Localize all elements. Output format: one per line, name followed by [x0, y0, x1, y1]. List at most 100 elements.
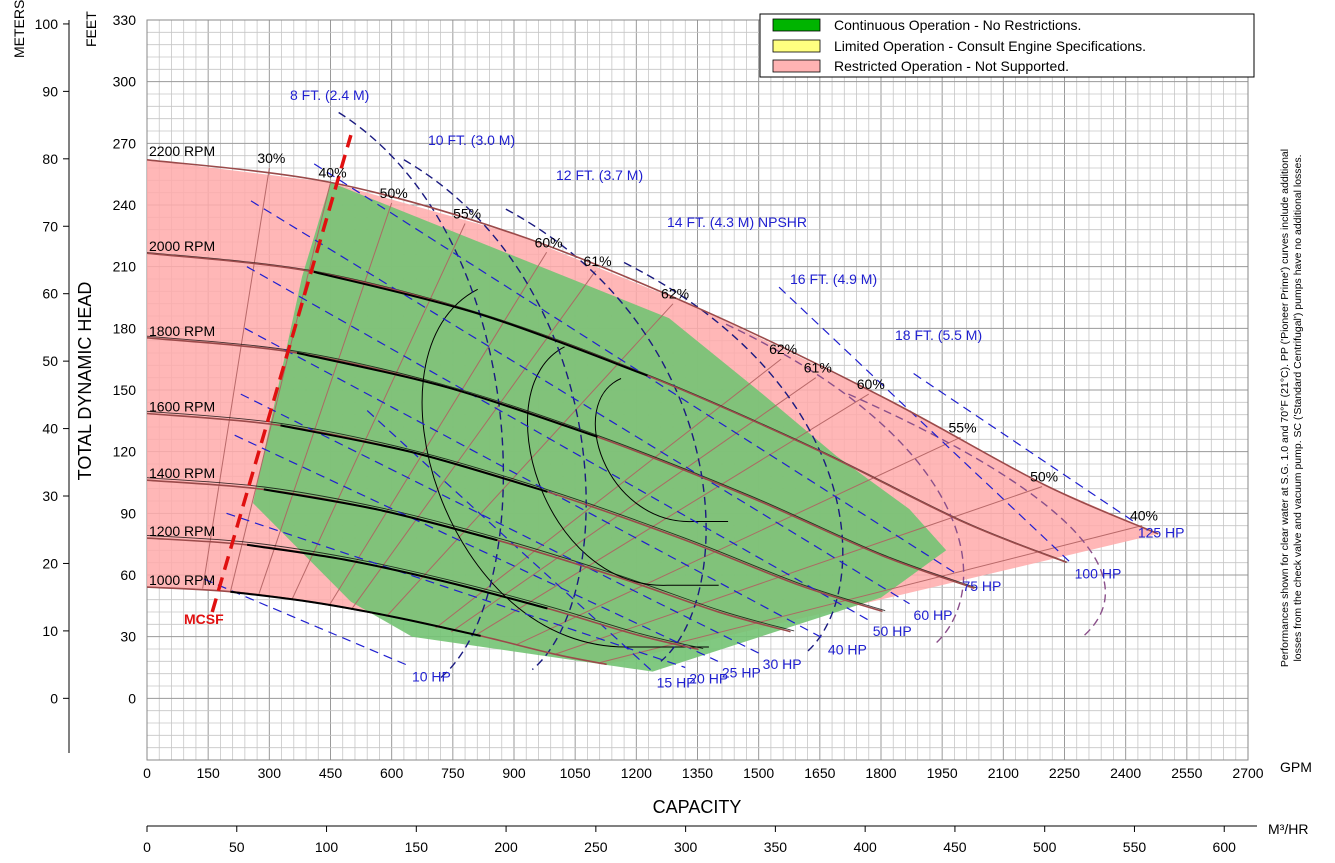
- efficiency-label: 60%: [535, 234, 563, 250]
- x-tick-gpm: 2400: [1110, 765, 1141, 781]
- y2-units-meters: METERS: [11, 0, 27, 58]
- x-tick-gpm: 2250: [1049, 765, 1080, 781]
- npshr-label: 18 FT. (5.5 M): [895, 327, 982, 343]
- legend-swatch-continuous: [772, 18, 821, 32]
- rpm-curve-bold: [313, 270, 648, 377]
- npshr-label: 16 FT. (4.9 M): [790, 271, 877, 287]
- rpm-curves: [147, 159, 1159, 666]
- efficiency-label: 62%: [661, 286, 689, 302]
- y-axis-title: TOTAL DYNAMIC HEAD: [75, 282, 95, 481]
- x-tick-gpm: 900: [502, 765, 526, 781]
- x2-tick-m3hr: 450: [943, 839, 967, 855]
- rpm-curve-bold: [230, 590, 481, 637]
- performance-note-line-1: Performances shown for clear water at S.…: [1279, 149, 1291, 667]
- x2-tick-m3hr: 100: [315, 839, 339, 855]
- x-tick-gpm: 2550: [1171, 765, 1202, 781]
- x2-tick-m3hr: 150: [405, 839, 429, 855]
- npshr-label: 12 FT. (3.7 M): [556, 167, 643, 183]
- efficiency-label: 50%: [380, 185, 408, 201]
- legend-swatch-restricted: [772, 59, 821, 73]
- npshr-label: 14 FT. (4.3 M) NPSHR: [667, 214, 807, 230]
- x-tick-gpm: 1950: [927, 765, 958, 781]
- y-tick-feet: 60: [120, 567, 136, 583]
- y2-tick-meters: 70: [42, 218, 58, 234]
- npshr-curve: [338, 111, 505, 679]
- x-tick-gpm: 1500: [743, 765, 774, 781]
- efficiency-label: 61%: [584, 253, 612, 269]
- npshr-label: 8 FT. (2.4 M): [290, 87, 369, 103]
- hp-label: 125 HP: [1138, 525, 1185, 541]
- x2-tick-m3hr: 250: [584, 839, 608, 855]
- hp-line: [240, 393, 759, 654]
- rpm-curve-bold: [280, 424, 548, 493]
- y-tick-feet: 180: [113, 320, 137, 336]
- x-tick-gpm: 1650: [804, 765, 835, 781]
- x2-tick-m3hr: 550: [1123, 839, 1147, 855]
- y2-tick-meters: 100: [35, 16, 59, 32]
- hp-line: [313, 163, 959, 576]
- efficiency-line: [385, 303, 674, 617]
- rpm-curve-bold: [246, 543, 548, 610]
- x2-tick-m3hr: 200: [494, 839, 518, 855]
- rpm-curve: [147, 159, 1159, 535]
- head-curve: [147, 410, 886, 612]
- y-tick-feet: 210: [113, 259, 137, 275]
- x-tick-gpm: 1200: [621, 765, 652, 781]
- efficiency-label: 30%: [257, 150, 285, 166]
- efficiency-line: [291, 223, 466, 601]
- efficiency-line: [202, 167, 270, 589]
- npshr-curve: [725, 323, 965, 646]
- efficiency-line: [230, 182, 331, 592]
- y2-tick-meters: 60: [42, 286, 58, 302]
- y-tick-feet: 270: [113, 135, 137, 151]
- performance-note-line-2: losses from the check valve and vacuum p…: [1292, 154, 1304, 661]
- y2-tick-meters: 10: [42, 623, 58, 639]
- rpm-label: 2000 RPM: [149, 238, 215, 254]
- x-tick-gpm: 150: [196, 765, 220, 781]
- continuous-region: [253, 182, 947, 672]
- legend-label-limited: Limited Operation - Consult Engine Speci…: [834, 38, 1146, 54]
- x-tick-gpm: 1350: [682, 765, 713, 781]
- y-units-feet: FEET: [83, 11, 99, 47]
- efficiency-label: 55%: [453, 206, 481, 222]
- hp-label: 60 HP: [914, 607, 953, 623]
- hp-label: 30 HP: [763, 656, 802, 672]
- y2-tick-meters: 90: [42, 83, 58, 99]
- mcsf-label: MCSF: [184, 611, 224, 627]
- legend-label-continuous: Continuous Operation - No Restrictions.: [834, 17, 1081, 33]
- x-tick-gpm: 1800: [865, 765, 896, 781]
- y-tick-feet: 90: [120, 505, 136, 521]
- rpm-label: 2200 RPM: [149, 143, 215, 159]
- mcsf-line: MCSF: [184, 134, 353, 627]
- efficiency-line: [599, 525, 1143, 664]
- y-tick-feet: 240: [113, 197, 137, 213]
- efficiency-line: [475, 393, 870, 636]
- hp-line: [366, 410, 654, 673]
- efficiency-loop: [527, 346, 719, 586]
- y-tick-feet: 150: [113, 382, 137, 398]
- x-tick-gpm: 0: [143, 765, 151, 781]
- rpm-label: 1400 RPM: [149, 465, 215, 481]
- efficiency-line: [257, 202, 393, 596]
- efficiency-loop: [421, 288, 709, 648]
- efficiency-label: 40%: [1130, 508, 1158, 524]
- hp-line: [226, 512, 686, 669]
- hp-label: 10 HP: [412, 668, 451, 684]
- y2-tick-meters: 20: [42, 555, 58, 571]
- x-tick-gpm: 300: [258, 765, 282, 781]
- rpm-label: 1600 RPM: [149, 398, 215, 414]
- x2-units-m3hr: M³/HR: [1268, 821, 1308, 837]
- hp-label: 25 HP: [722, 664, 761, 680]
- efficiency-line: [450, 377, 817, 633]
- npshr-curve: [623, 261, 844, 654]
- rpm-curve-bold: [296, 351, 598, 438]
- head-curve: [147, 335, 977, 589]
- efficiency-line: [554, 486, 1043, 655]
- efficiency-line: [516, 436, 961, 645]
- efficiency-line: [435, 358, 782, 629]
- hp-line: [244, 327, 825, 640]
- y-tick-feet: 120: [113, 444, 137, 460]
- efficiency-line: [328, 252, 548, 607]
- efficiency-label: 40%: [319, 164, 347, 180]
- legend-label-restricted: Restricted Operation - Not Supported.: [834, 58, 1069, 74]
